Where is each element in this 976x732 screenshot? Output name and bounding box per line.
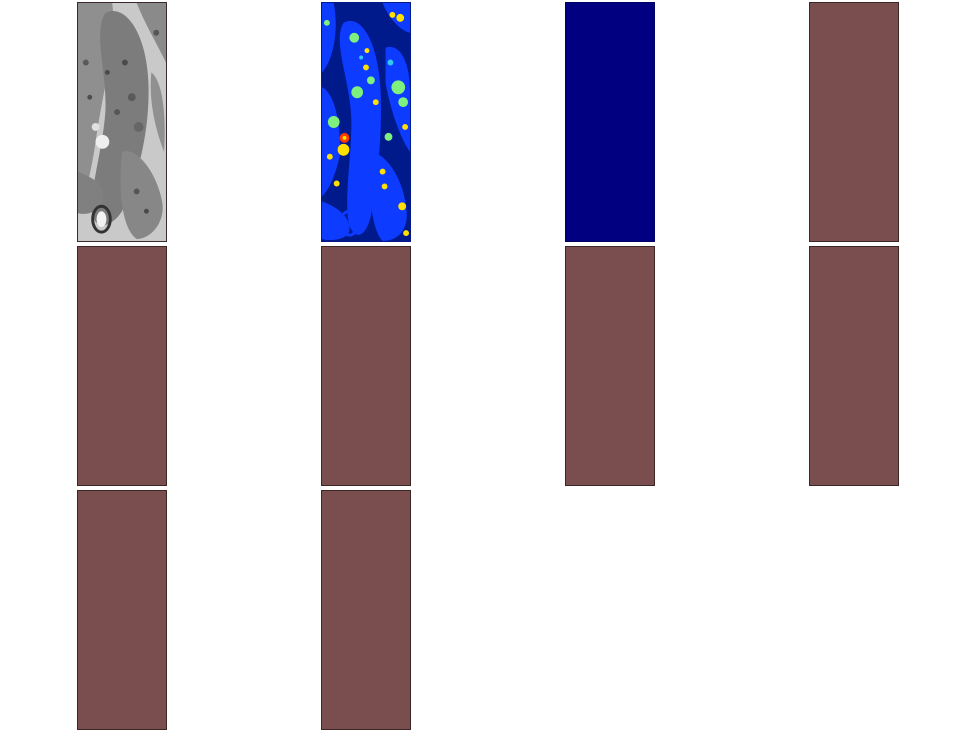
panel-solid-brown [321,246,411,486]
panel-solid-brown [321,490,411,730]
panel-segmentation [321,2,411,242]
colored-label-map [322,3,410,241]
grayscale-micrograph [78,3,166,241]
panel-solid-brown [809,2,899,242]
panel-solid-brown [77,246,167,486]
panel-solid-brown [77,490,167,730]
panel-solid-brown [809,246,899,486]
panel-solid-navy [565,2,655,242]
panel-em-image [77,2,167,242]
panel-solid-brown [565,246,655,486]
